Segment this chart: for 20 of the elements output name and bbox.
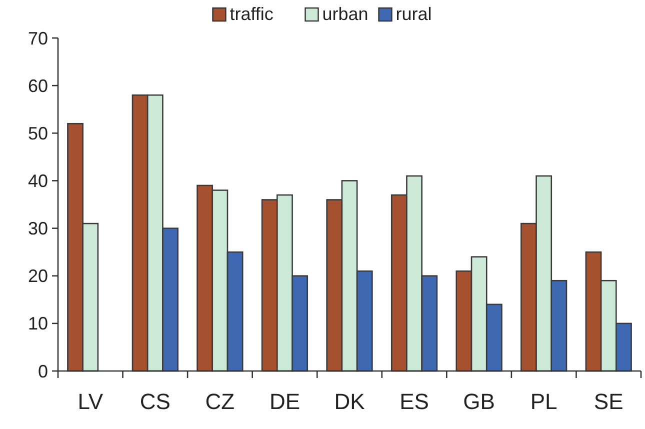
x-tick-label: ES [400,389,429,414]
x-tick-label: DE [269,389,300,414]
x-tick-label: CS [140,389,170,414]
legend-label: traffic [230,4,274,24]
x-tick-label: GB [463,389,495,414]
x-tick-label: DK [334,389,366,414]
legend-label: urban [322,4,368,24]
x-tick-label: PL [530,389,558,414]
y-tick-label: 10 [28,314,48,334]
x-tick-label: CZ [205,389,235,414]
x-tick-label: SE [594,389,624,414]
y-tick-label: 20 [28,266,48,286]
x-tick-label: LV [78,389,104,414]
y-tick-label: 30 [28,218,48,239]
y-tick-label: 70 [28,28,48,48]
y-tick-label: 40 [28,171,48,192]
y-tick-label: 60 [28,76,48,96]
legend-label: rural [396,4,432,24]
y-tick-label: 0 [38,361,48,382]
y-tick-label: 50 [28,123,48,144]
